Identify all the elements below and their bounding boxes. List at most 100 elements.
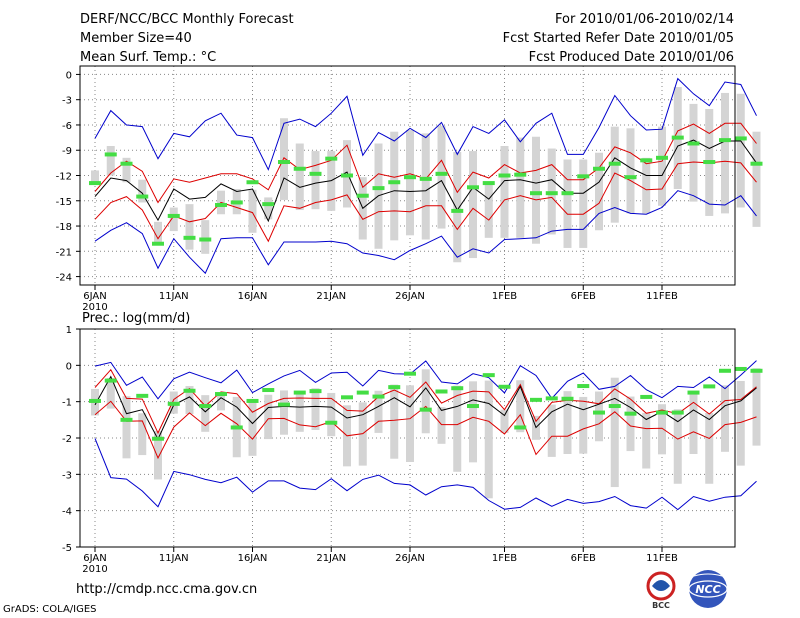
- ncc-logo-globe: [689, 570, 727, 608]
- temp-box: [421, 133, 430, 240]
- temp-median-marker: [435, 171, 448, 176]
- source-url[interactable]: http://cmdp.ncc.cma.gov.cn: [76, 582, 258, 597]
- prec-box: [201, 395, 210, 432]
- temp-median-marker: [577, 174, 590, 179]
- prec-box: [406, 385, 414, 462]
- prec-box: [122, 396, 131, 459]
- prec-median-marker: [89, 398, 101, 403]
- prec-x-tick-label: 11JAN: [159, 553, 189, 564]
- prec-box: [327, 392, 336, 437]
- temp-median-marker: [104, 152, 117, 157]
- temp-box: [185, 204, 194, 250]
- temp-median-marker: [593, 166, 605, 171]
- prec-box: [721, 385, 729, 452]
- temp-box: [169, 207, 178, 232]
- ncc-logo-orbit: [688, 580, 728, 598]
- temp-x-tick-label: 21JAN: [316, 291, 346, 302]
- temp-median-marker: [356, 193, 369, 198]
- bcc-logo: BCC: [646, 571, 676, 610]
- prec-box: [484, 380, 493, 499]
- temp-median-marker: [372, 186, 385, 191]
- header-right: For 2010/01/06-2010/02/14 Fcst Started R…: [503, 10, 734, 67]
- temp-median-marker: [545, 191, 558, 196]
- prec-y-tick-label: 1: [66, 325, 72, 336]
- temp-lower-line: [94, 160, 757, 243]
- prec-box: [437, 407, 446, 444]
- prec-box: [185, 386, 194, 415]
- prec-median-marker: [656, 410, 668, 415]
- temp-box: [91, 170, 99, 185]
- temp-y-tick-label: -24: [56, 273, 72, 284]
- temp-box: [500, 146, 509, 238]
- prec-median-marker: [104, 378, 117, 383]
- prec-box: [516, 380, 525, 433]
- prec-median-marker: [514, 425, 527, 430]
- temp-box: [626, 128, 635, 214]
- temp-median-marker: [482, 181, 495, 186]
- prec-x-tick-label: 6FEB: [571, 553, 596, 564]
- prec-box: [595, 391, 603, 442]
- temp-box: [106, 146, 115, 176]
- prec-box: [138, 413, 147, 456]
- temp-median-marker: [230, 200, 243, 205]
- prec-box: [705, 412, 714, 484]
- temp-min-line: [94, 190, 757, 275]
- prec-y-tick-label: -5: [62, 543, 72, 554]
- temp-box: [579, 159, 588, 248]
- temp-box: [248, 189, 257, 233]
- temp-y-tick-label: -6: [62, 121, 72, 132]
- temp-median-marker: [608, 161, 621, 166]
- temp-median-marker: [183, 235, 196, 240]
- temp-median-marker: [293, 166, 306, 171]
- temp-panel: 0 -3 -6 -9 -12 -15 -18 -21 -24 6JAN 11JAN 16JAN 21JA…: [56, 65, 763, 326]
- temp-median-marker: [278, 160, 290, 165]
- prec-median-marker: [703, 384, 716, 389]
- prec-median-marker: [372, 394, 385, 399]
- temp-median-marker: [215, 202, 227, 207]
- bcc-logo-text: BCC: [652, 601, 670, 610]
- prec-median-marker: [136, 393, 149, 398]
- prec-median-marker: [577, 384, 590, 389]
- variable-label-temp: Mean Surf. Temp.: °C: [80, 50, 217, 65]
- prec-median-marker: [593, 410, 605, 415]
- prec-box: [390, 384, 399, 459]
- prec-median-marker: [435, 389, 448, 394]
- temp-box: [610, 126, 619, 223]
- temp-box: [138, 179, 147, 203]
- temp-median-marker: [467, 185, 479, 190]
- temp-y-tick-label: 0: [66, 70, 72, 81]
- forecast-produced-date: Fcst Produced Date 2010/01/06: [528, 50, 734, 65]
- temp-box: [154, 221, 162, 246]
- prec-median-marker: [293, 390, 306, 395]
- temp-median-marker: [404, 175, 416, 180]
- temp-median-marker: [136, 194, 149, 199]
- prec-box: [106, 378, 115, 409]
- temp-y-tick-label: -15: [56, 197, 72, 208]
- prec-box: [280, 390, 288, 435]
- prec-median-marker: [152, 436, 164, 441]
- temp-median-marker: [167, 213, 180, 218]
- prec-box: [295, 391, 304, 432]
- prec-y-tick-label: -2: [62, 434, 72, 445]
- prec-box: [642, 412, 651, 469]
- prec-y-tick-label: -3: [62, 470, 72, 481]
- prec-x-tick-label: 1FEB: [492, 553, 517, 564]
- bcc-logo-ring: [646, 571, 676, 601]
- temp-median-marker: [687, 141, 700, 146]
- temp-max-line: [94, 77, 757, 171]
- prec-x-tick-label: 21JAN: [316, 553, 346, 564]
- prec-box: [689, 393, 698, 454]
- prec-median-marker: [750, 368, 763, 373]
- temp-box: [721, 92, 729, 214]
- temp-box: [201, 220, 210, 254]
- prec-box: [154, 431, 162, 480]
- prec-median-marker: [451, 386, 464, 391]
- prec-box: [374, 390, 383, 433]
- temp-median-marker: [640, 158, 653, 163]
- temp-median-marker: [120, 161, 133, 166]
- temp-x-tick-label: 26JAN: [395, 291, 425, 302]
- prec-max-line: [94, 360, 757, 400]
- temp-year-label: 2010: [82, 302, 107, 313]
- prec-box: [453, 385, 462, 472]
